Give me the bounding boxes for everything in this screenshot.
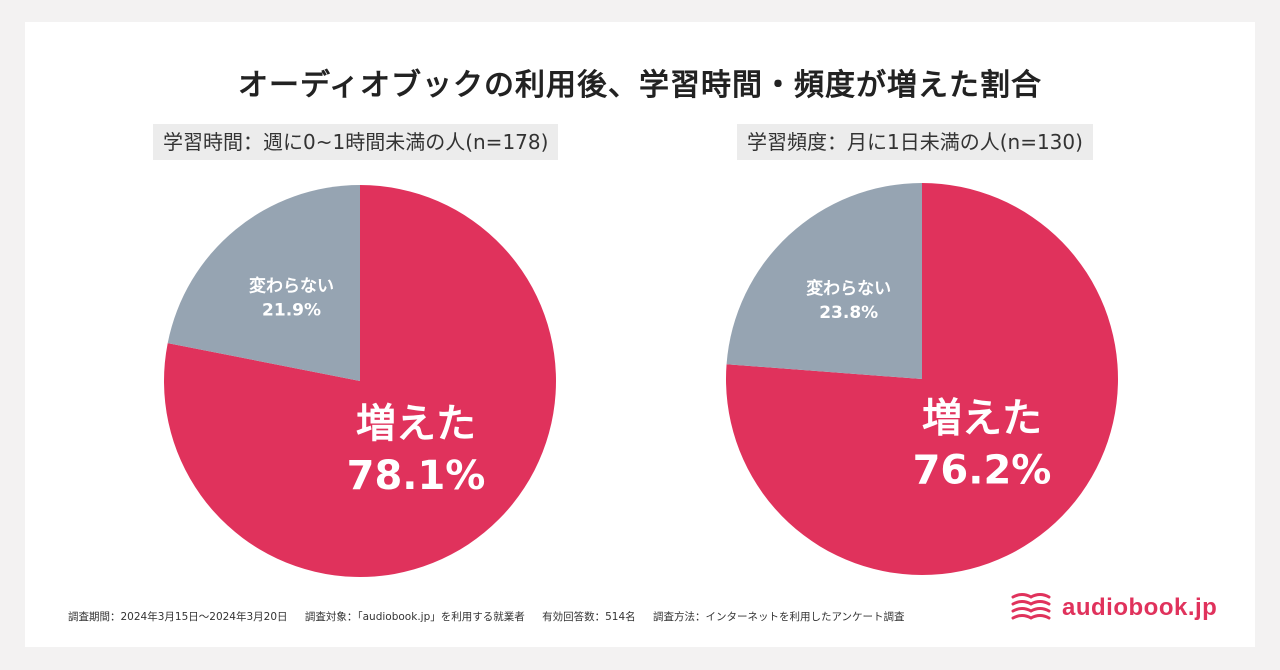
chart-1-slice-unchanged bbox=[167, 185, 360, 381]
survey-responses: 有効回答数：514名 bbox=[542, 611, 636, 623]
page-title: オーディオブックの利用後、学習時間・頻度が増えた割合 bbox=[238, 68, 1042, 103]
chart-1-slice-2-value: 21.9% bbox=[262, 301, 321, 321]
survey-period: 調査期間：2024年3月15日〜2024年3月20日 bbox=[68, 611, 288, 623]
logo-text: audiobook.jp bbox=[1062, 594, 1218, 621]
chart-2-subtitle: 学習頻度：月に1日未満の人(n=130) bbox=[737, 124, 1093, 160]
chart-1-subtitle: 学習時間：週に0~1時間未満の人(n=178) bbox=[153, 124, 559, 160]
chart-1-slice-1-value: 78.1% bbox=[347, 453, 486, 499]
chart-1-slice-1-label: 増えた bbox=[356, 401, 476, 447]
audiobook-logo[interactable]: audiobook.jp bbox=[1010, 590, 1217, 626]
chart-2-slice-unchanged bbox=[726, 183, 922, 379]
survey-target: 調査対象：「audiobook.jp」を利用する就業者 bbox=[304, 611, 525, 623]
chart-2-slice-1-label: 増えた bbox=[922, 396, 1042, 442]
chart-1-slice-2-label: 変わらない bbox=[249, 276, 334, 297]
survey-method: 調査方法：インターネットを利用したアンケート調査 bbox=[652, 611, 905, 623]
book-waves-icon bbox=[1011, 593, 1051, 620]
chart-2-slice-2-label: 変わらない bbox=[806, 278, 891, 299]
survey-footnote: 調査期間：2024年3月15日〜2024年3月20日 調査対象：「audiobo… bbox=[68, 609, 919, 624]
chart-2-slice-2-value: 23.8% bbox=[819, 303, 878, 323]
chart-2-slice-1-value: 76.2% bbox=[913, 448, 1052, 494]
